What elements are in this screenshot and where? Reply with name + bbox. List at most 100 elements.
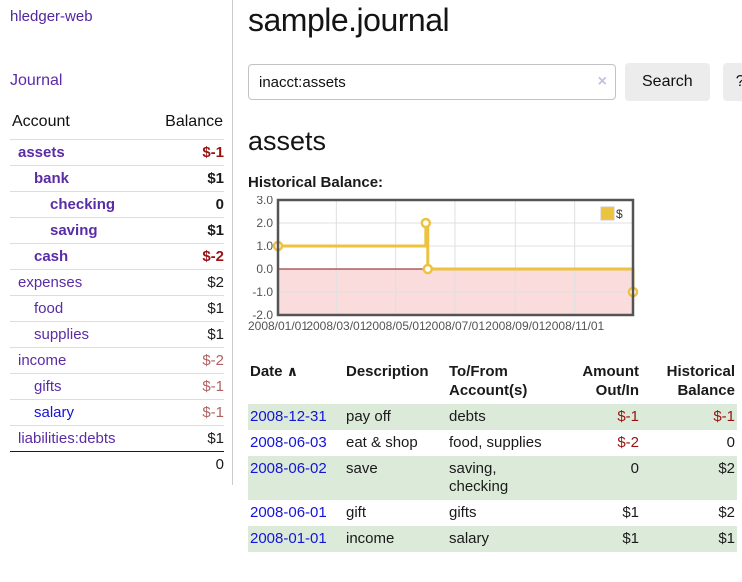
account-link-assets[interactable]: assets <box>18 144 65 161</box>
x-tick-label: 2008/05/01 <box>366 319 426 333</box>
account-link-food[interactable]: food <box>34 300 64 317</box>
account-row: supplies $1 <box>10 321 224 348</box>
help-button[interactable]: ? <box>722 63 742 101</box>
account-row: assets $-1 <box>10 139 224 166</box>
y-tick-label: -2.0 <box>252 308 273 322</box>
account-row: salary $-1 <box>10 399 224 426</box>
accounts-header-account: Account <box>12 113 70 130</box>
transaction-date-link[interactable]: 2008-06-01 <box>250 504 327 521</box>
app-brand: hledger-web <box>10 8 224 26</box>
transaction-description: eat & shop <box>346 434 418 451</box>
x-tick-label: 2008/01/01 <box>248 319 308 333</box>
transaction-description: gift <box>346 504 367 521</box>
transaction-row: 2008-01-01 income salary $1 $1 <box>248 526 737 552</box>
sort-asc-icon: ∧ <box>286 363 299 379</box>
account-row: food $1 <box>10 295 224 322</box>
register-header-balance: Historical Balance <box>666 363 735 399</box>
transaction-accounts: gifts <box>449 504 477 521</box>
page: hledger-web Journal Account Balance asse… <box>0 0 742 552</box>
accounts-total-value: 0 <box>145 451 224 477</box>
historical-balance-chart: $3.0 2.0 1.0 0.0 -1.0 -2.0 2008/01/01 2008/03/0… <box>248 193 742 341</box>
account-balance: $-2 <box>202 248 224 265</box>
account-balance: $-1 <box>202 404 224 421</box>
account-balance: $2 <box>207 274 224 291</box>
x-tick-label: 2008/11/01 <box>545 319 604 333</box>
account-balance: $1 <box>207 170 224 187</box>
transaction-balance: $1 <box>718 530 735 547</box>
transaction-balance: $2 <box>718 460 735 477</box>
main-content: sample.journal × Search ? assets Histori… <box>233 0 742 552</box>
account-link-bank[interactable]: bank <box>34 170 70 187</box>
sidebar: hledger-web Journal Account Balance asse… <box>0 0 233 485</box>
search-button[interactable]: Search <box>625 63 710 101</box>
transaction-row: 2008-06-03 eat & shop food, supplies $-2 0 <box>248 430 737 456</box>
transaction-row: 2008-06-01 gift gifts $1 $2 <box>248 500 737 526</box>
account-row: expenses $2 <box>10 269 224 296</box>
account-link-gifts[interactable]: gifts <box>34 378 62 395</box>
account-balance: $1 <box>207 222 224 239</box>
search-box: × <box>248 64 616 100</box>
account-link-checking[interactable]: checking <box>50 196 116 213</box>
account-title: assets <box>248 126 327 156</box>
transaction-accounts: saving, checking <box>449 460 509 495</box>
account-balance: $1 <box>207 430 224 447</box>
y-tick-label: 2.0 <box>256 216 273 230</box>
clear-search-icon[interactable]: × <box>597 73 607 90</box>
register-header-row: Date ∧ Description To/From Account(s) Am… <box>248 360 737 404</box>
transaction-amount: $1 <box>622 504 639 521</box>
account-row: liabilities:debts $1 <box>10 425 224 452</box>
search-input[interactable] <box>248 64 616 100</box>
transaction-balance: $-1 <box>713 408 735 425</box>
account-row: bank $1 <box>10 165 224 192</box>
x-tick-label: 2008/07/01 <box>425 319 485 333</box>
register-header-date[interactable]: Date ∧ <box>250 363 299 380</box>
accounts-header-balance: Balance <box>165 113 223 130</box>
register-table: Date ∧ Description To/From Account(s) Am… <box>248 360 737 552</box>
account-link-saving[interactable]: saving <box>50 222 98 239</box>
transaction-date-link[interactable]: 2008-01-01 <box>250 530 327 547</box>
transaction-description: income <box>346 530 395 547</box>
transaction-amount: $1 <box>622 530 639 547</box>
transaction-description: pay off <box>346 408 391 425</box>
account-row: income $-2 <box>10 347 224 374</box>
sidebar-item-journal[interactable]: Journal <box>10 72 63 89</box>
accounts-header-row: Account Balance <box>10 111 224 140</box>
account-link-income[interactable]: income <box>18 352 67 369</box>
transaction-balance: $2 <box>718 504 735 521</box>
chart-svg: $3.0 2.0 1.0 0.0 -1.0 -2.02008/01/012008/03/0… <box>248 193 639 333</box>
account-row: cash $-2 <box>10 243 224 270</box>
account-balance: $-2 <box>202 352 224 369</box>
account-balance: 0 <box>215 196 224 213</box>
chart-label: Historical Balance: <box>248 174 384 191</box>
account-link-liabilities-debts[interactable]: liabilities:debts <box>18 430 116 447</box>
account-balance: $-1 <box>202 144 224 161</box>
account-link-supplies[interactable]: supplies <box>34 326 90 343</box>
transaction-amount: $-2 <box>617 434 639 451</box>
x-tick-label: 2008/03/01 <box>306 319 366 333</box>
transaction-date-link[interactable]: 2008-06-02 <box>250 460 327 477</box>
data-point-marker <box>422 263 434 275</box>
transaction-amount: 0 <box>630 460 639 477</box>
register-header-amount: Amount Out/In <box>582 363 639 399</box>
plot-border <box>276 198 635 317</box>
x-tick-label: 2008/09/01 <box>485 319 545 333</box>
transaction-balance: 0 <box>726 434 735 451</box>
transaction-date-link[interactable]: 2008-06-03 <box>250 434 327 451</box>
app-brand-link[interactable]: hledger-web <box>10 8 93 25</box>
transaction-date-link[interactable]: 2008-12-31 <box>250 408 327 425</box>
account-link-cash[interactable]: cash <box>34 248 69 265</box>
account-balance: $1 <box>207 300 224 317</box>
account-row: saving $1 <box>10 217 224 244</box>
register-header-description: Description <box>346 363 429 380</box>
register-header-accounts: To/From Account(s) <box>449 363 528 399</box>
account-link-salary[interactable]: salary <box>34 404 75 421</box>
accounts-total-row: 0 <box>10 451 224 477</box>
transaction-accounts: food, supplies <box>449 434 542 451</box>
search-row: × Search ? <box>248 63 742 101</box>
transaction-description: save <box>346 460 378 477</box>
account-link-expenses[interactable]: expenses <box>18 274 83 291</box>
transaction-amount: $-1 <box>617 408 639 425</box>
y-tick-label: 0.0 <box>256 262 273 276</box>
legend-swatch <box>600 206 615 221</box>
accounts-table: Account Balance assets $-1 bank $1 checking 0… <box>10 111 224 477</box>
